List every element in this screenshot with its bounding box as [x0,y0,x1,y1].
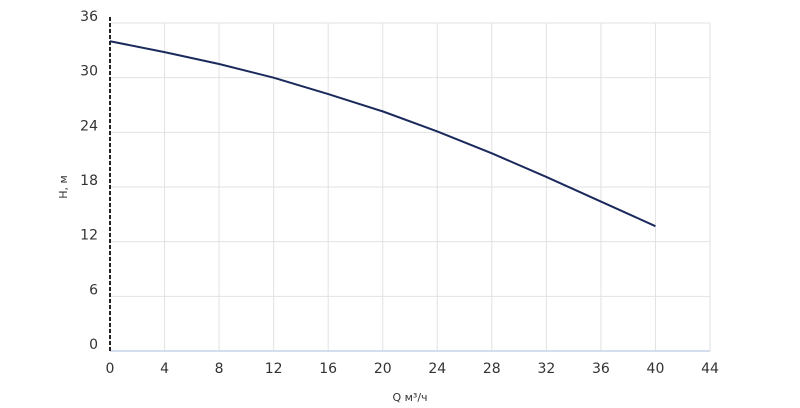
y-tick-label: 12 [80,228,98,244]
x-tick-label: 36 [592,361,610,377]
x-tick-label: 16 [319,361,337,377]
x-tick-label: 12 [265,361,283,377]
y-axis-title: H, м [57,175,70,199]
x-tick-label: 0 [106,361,115,377]
x-tick-label: 4 [160,361,169,377]
x-tick-label: 20 [374,361,392,377]
curve [109,40,656,228]
x-tick-label: 40 [647,361,665,377]
x-tick-label: 8 [215,361,224,377]
y-tick-label: 18 [80,173,98,189]
x-tick-label: 44 [701,361,719,377]
y-tick-label: 6 [89,282,98,298]
x-tick-label: 28 [483,361,501,377]
x-tick-label: 24 [428,361,446,377]
y-tick-label: 0 [89,337,98,353]
x-tick-label: 32 [537,361,555,377]
y-tick-label: 30 [80,64,98,80]
y-tick-label: 36 [80,9,98,25]
x-axis-title: Q м³/ч [392,391,427,404]
y-tick-label: 24 [80,118,98,134]
